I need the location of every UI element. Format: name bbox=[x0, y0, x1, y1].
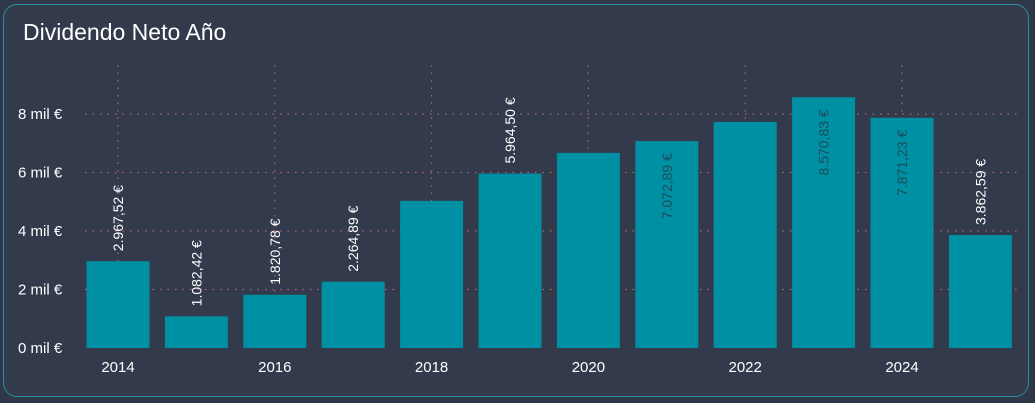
x-tick-label: 2016 bbox=[258, 359, 291, 376]
bar-2018 bbox=[400, 200, 464, 348]
data-label: 2.264,89 € bbox=[345, 205, 361, 271]
data-label: 1.820,78 € bbox=[267, 218, 283, 284]
bar-2014 bbox=[86, 261, 150, 348]
y-tick-label: 8 mil € bbox=[18, 106, 63, 123]
bar-2021 bbox=[635, 141, 699, 348]
bar-2023 bbox=[792, 97, 856, 348]
x-tick-label: 2020 bbox=[572, 359, 605, 376]
data-label: 3.862,59 € bbox=[972, 159, 988, 225]
y-tick-label: 0 mil € bbox=[18, 340, 63, 357]
data-label: 8.570,83 € bbox=[816, 109, 832, 175]
y-tick-label: 2 mil € bbox=[18, 282, 63, 299]
y-tick-label: 4 mil € bbox=[18, 223, 63, 240]
x-tick-label: 2014 bbox=[101, 359, 134, 376]
bar-2016 bbox=[243, 294, 307, 348]
chart-title: Dividendo Neto Año bbox=[23, 19, 227, 45]
bar-2024 bbox=[870, 117, 934, 348]
y-tick-label: 6 mil € bbox=[18, 165, 63, 182]
bar-2015 bbox=[164, 316, 228, 348]
bar-2025 bbox=[948, 235, 1012, 348]
data-label: 5.964,50 € bbox=[502, 97, 518, 163]
data-label: 7.871,23 € bbox=[894, 130, 910, 196]
x-tick-label: 2024 bbox=[885, 359, 918, 376]
bar-2017 bbox=[321, 281, 385, 348]
x-tick-label: 2018 bbox=[415, 359, 448, 376]
data-label: 2.967,52 € bbox=[110, 185, 126, 251]
bar-2019 bbox=[478, 173, 542, 348]
bar-2020 bbox=[556, 152, 620, 348]
data-label: 1.082,42 € bbox=[188, 240, 204, 306]
bar-2022 bbox=[713, 121, 777, 349]
x-tick-label: 2022 bbox=[729, 359, 762, 376]
data-label: 7.072,89 € bbox=[659, 153, 675, 219]
